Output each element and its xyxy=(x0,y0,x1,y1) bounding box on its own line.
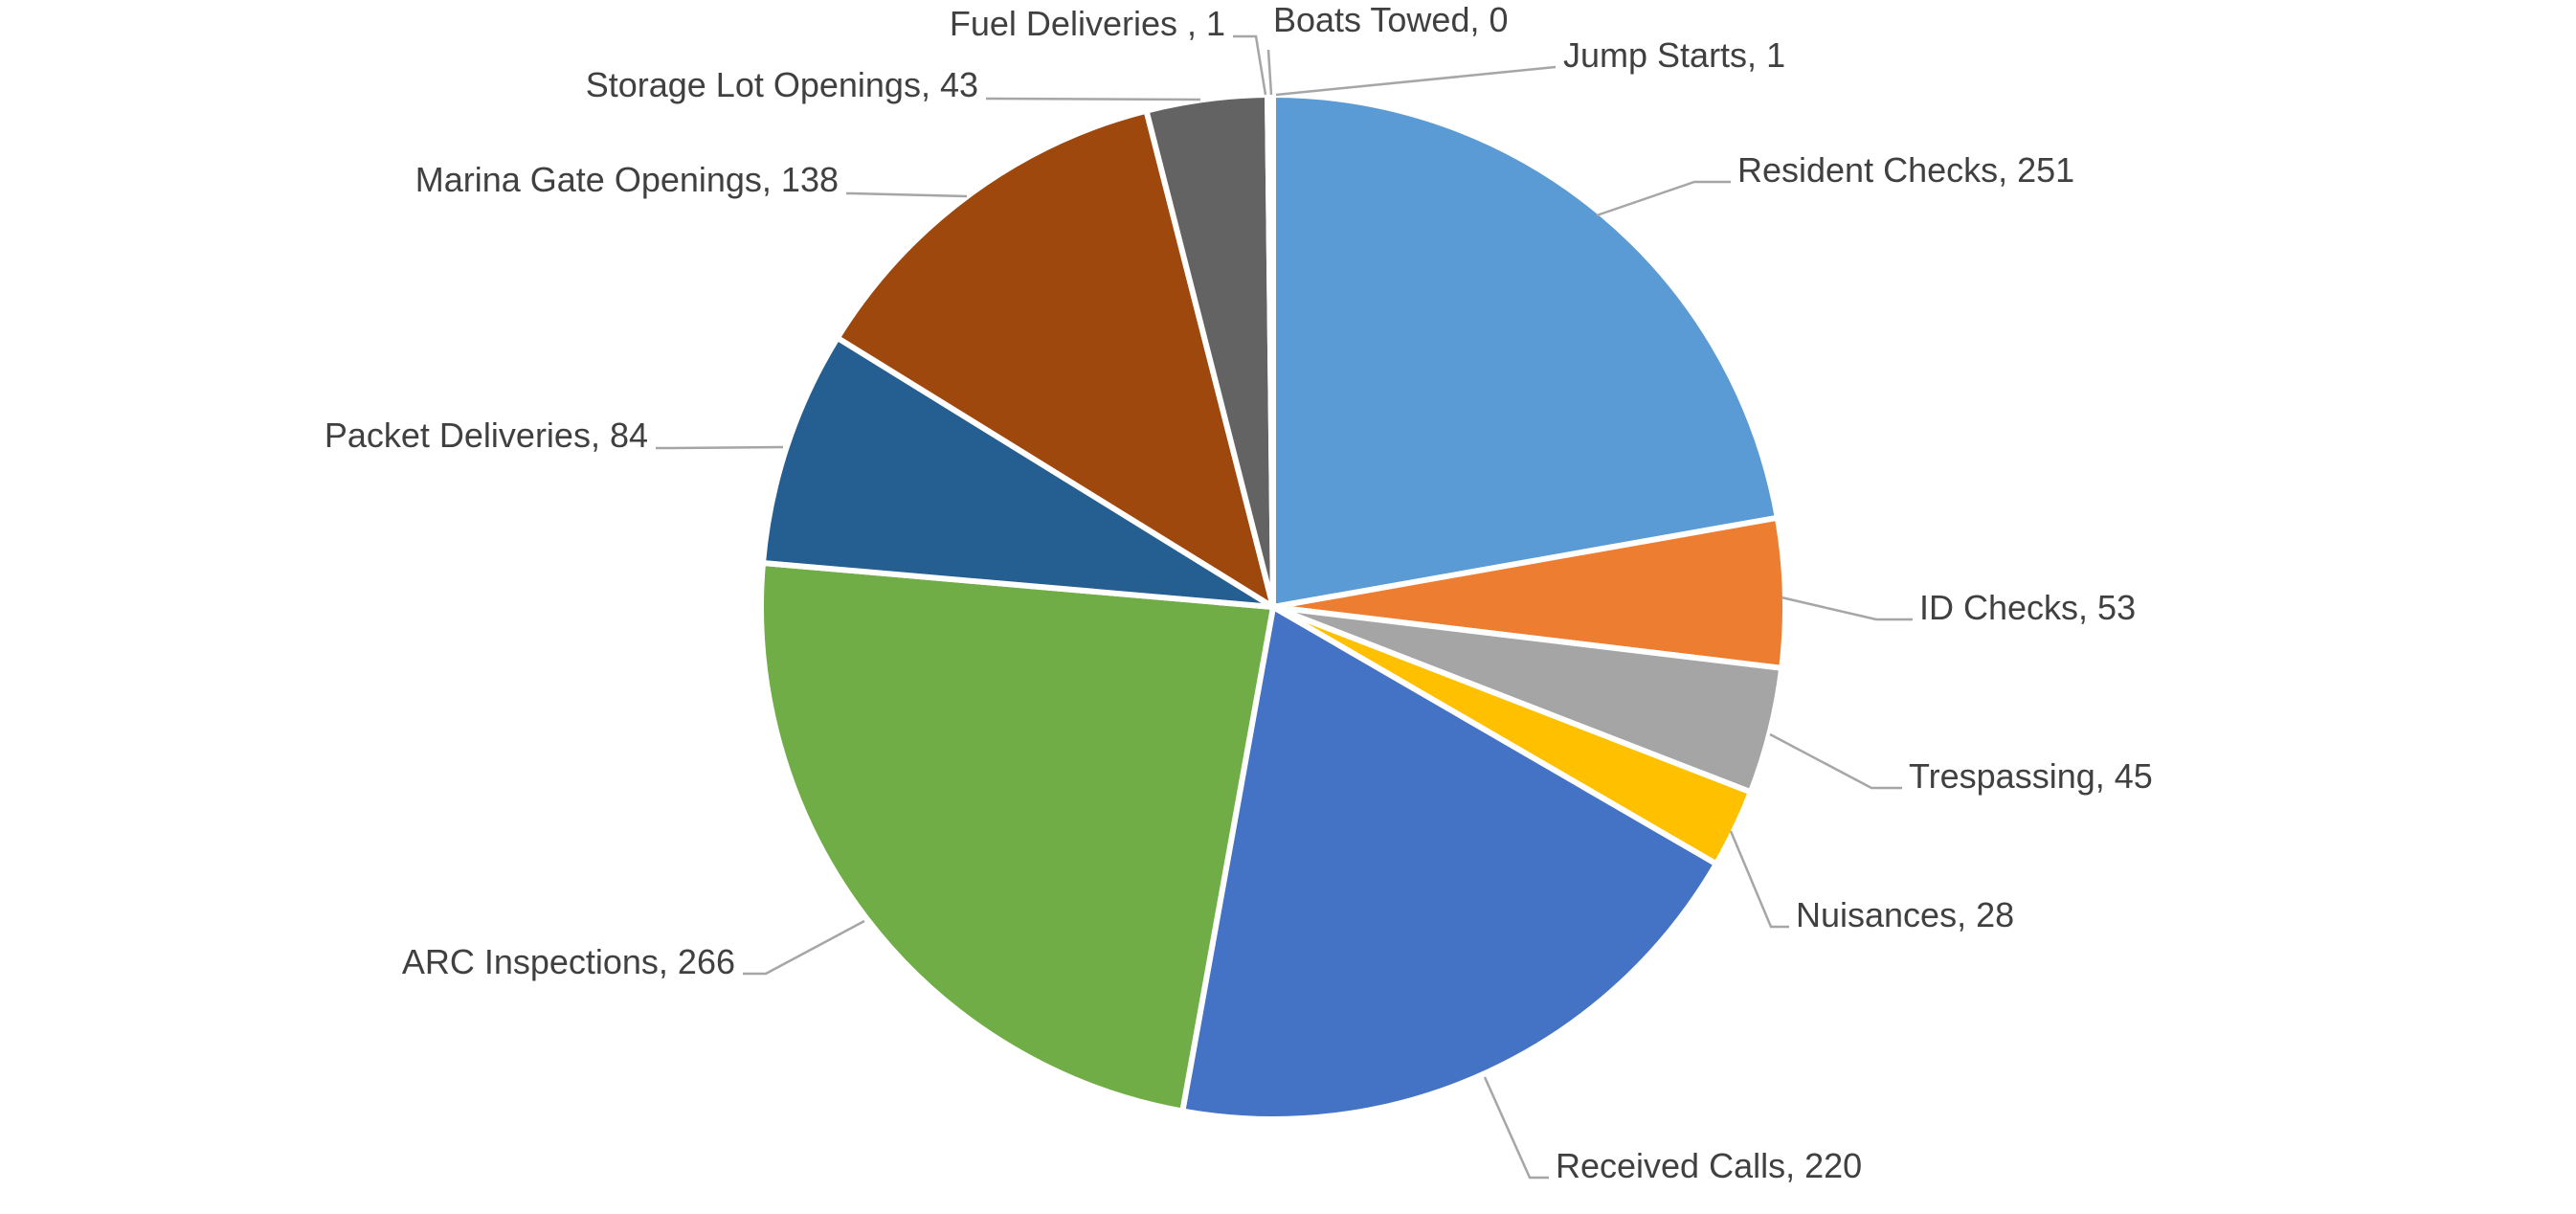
pie-slice-received-calls xyxy=(1179,604,1719,1122)
data-label-received-calls: Received Calls, 220 xyxy=(1556,1146,1862,1185)
leader-line-jump-starts xyxy=(1275,65,1557,97)
data-label-resident-checks: Resident Checks, 251 xyxy=(1737,150,2074,190)
pie-slice-packet-deliveries xyxy=(759,334,1276,610)
pie-slice-jump-starts xyxy=(1267,92,1276,610)
leader-lines-layer xyxy=(656,34,1913,1180)
data-label-trespassing: Trespassing, 45 xyxy=(1909,756,2153,796)
leader-line-storage-lot-openings xyxy=(986,97,1201,101)
data-label-boats-towed: Boats Towed, 0 xyxy=(1273,0,1509,39)
data-label-marina-gate-openings: Marina Gate Openings, 138 xyxy=(415,160,839,199)
data-label-arc-inspections: ARC Inspections, 266 xyxy=(402,942,735,981)
pie-slice-arc-inspections xyxy=(758,559,1276,1114)
leader-line-resident-checks xyxy=(1596,180,1731,217)
data-label-packet-deliveries: Packet Deliveries, 84 xyxy=(325,416,648,455)
leader-line-nuisances xyxy=(1729,830,1789,929)
data-label-nuisances: Nuisances, 28 xyxy=(1796,895,2014,934)
leader-line-marina-gate-openings xyxy=(846,191,968,198)
data-label-storage-lot-openings: Storage Lot Openings, 43 xyxy=(586,65,978,104)
leader-line-fuel-deliveries xyxy=(1233,34,1267,96)
data-label-fuel-deliveries: Fuel Deliveries , 1 xyxy=(950,4,1225,43)
leader-line-id-checks xyxy=(1781,596,1913,621)
data-labels-layer: Resident Checks, 251 ID Checks, 53 Trespas… xyxy=(325,0,2153,1185)
data-label-id-checks: ID Checks, 53 xyxy=(1919,588,2136,627)
slices-layer xyxy=(758,92,1788,1122)
leader-line-boats-towed xyxy=(1266,49,1273,96)
leader-line-packet-deliveries xyxy=(656,445,784,450)
pie-slice-marina-gate-openings xyxy=(834,107,1276,610)
leader-line-arc-inspections xyxy=(743,919,865,976)
leader-line-received-calls xyxy=(1483,1076,1549,1180)
leader-line-trespassing xyxy=(1769,732,1902,790)
data-label-jump-starts: Jump Starts, 1 xyxy=(1563,35,1785,75)
pie-slice-id-checks xyxy=(1270,514,1788,671)
